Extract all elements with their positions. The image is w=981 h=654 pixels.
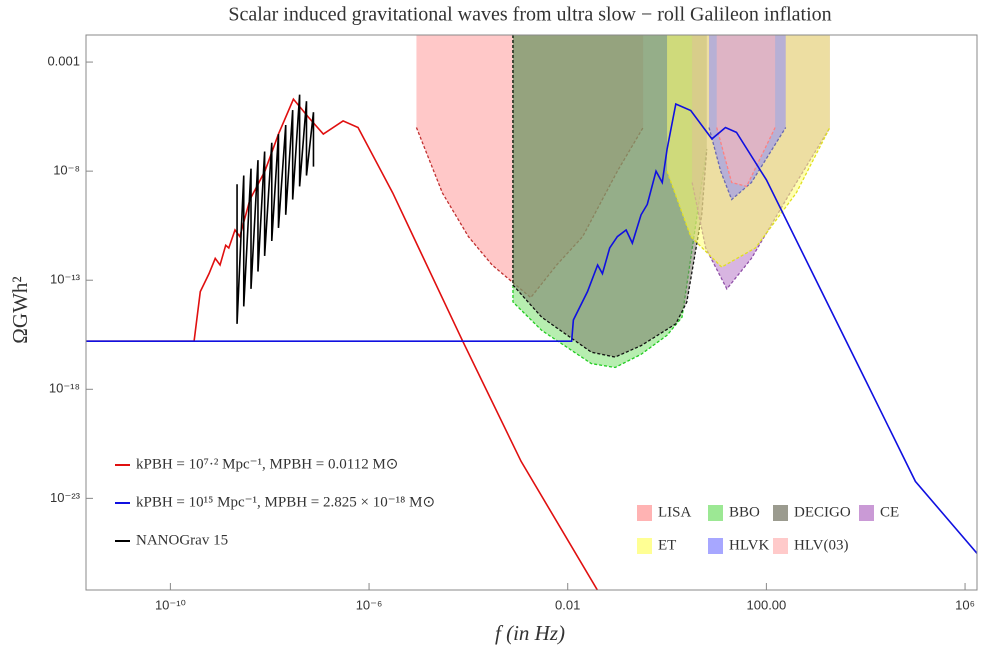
plot-frame	[85, 34, 978, 591]
sensitivity-curve	[666, 127, 831, 268]
y-tick-label: 10⁻⁸	[53, 163, 80, 178]
legend-label: HLV(03)	[794, 537, 848, 553]
x-tick-label: 10⁻⁶	[356, 597, 383, 612]
legend-label: DECIGO	[794, 504, 851, 520]
sensitivity-curve	[708, 127, 787, 201]
legend-label: kPBH = 10⁷·² Mpc⁻¹, MPBH = 0.0112 M⊙	[136, 456, 398, 472]
legend-swatch	[637, 538, 652, 554]
legend-label: CE	[880, 504, 899, 520]
x-tick-label: 10⁶	[955, 597, 975, 612]
y-tick-label: 10⁻¹³	[50, 272, 81, 287]
sensitivity-curve	[512, 35, 708, 358]
x-tick-label: 100.00	[747, 597, 787, 612]
legend-swatch	[708, 505, 723, 521]
legend-label: BBO	[729, 504, 760, 520]
sensitivity-region	[512, 35, 707, 358]
line	[86, 102, 977, 554]
y-tick-label: 10⁻²³	[50, 490, 81, 505]
legend-swatch	[637, 505, 652, 521]
y-tick-label: 10⁻¹⁸	[49, 381, 80, 396]
sensitivity-curve	[716, 127, 776, 188]
y-axis-title: ΩGWh²	[8, 276, 32, 343]
sensitivity-region	[716, 35, 776, 187]
x-tick-label: 0.01	[555, 597, 580, 612]
legend-label: ET	[658, 537, 676, 553]
chart-title: Scalar induced gravitational waves from …	[228, 4, 831, 26]
legend-swatch	[708, 538, 723, 554]
regions	[415, 35, 831, 369]
legend-swatch	[859, 505, 874, 521]
lines	[86, 94, 977, 590]
y-tick-label: 0.001	[47, 54, 80, 69]
legend-swatch	[773, 505, 788, 521]
legend-label: NANOGrav 15	[136, 532, 228, 548]
x-tick-label: 10⁻¹⁰	[155, 597, 186, 612]
x-axis-title: f (in Hz)	[495, 621, 565, 645]
legend-label: kPBH = 10¹⁵ Mpc⁻¹, MPBH = 2.825 × 10⁻¹⁸ …	[136, 494, 435, 510]
line	[236, 94, 315, 324]
legend-label: HLVK	[729, 537, 769, 553]
sensitivity-curve	[415, 127, 644, 299]
legend-label: LISA	[658, 504, 692, 520]
legend-swatch	[773, 538, 788, 554]
